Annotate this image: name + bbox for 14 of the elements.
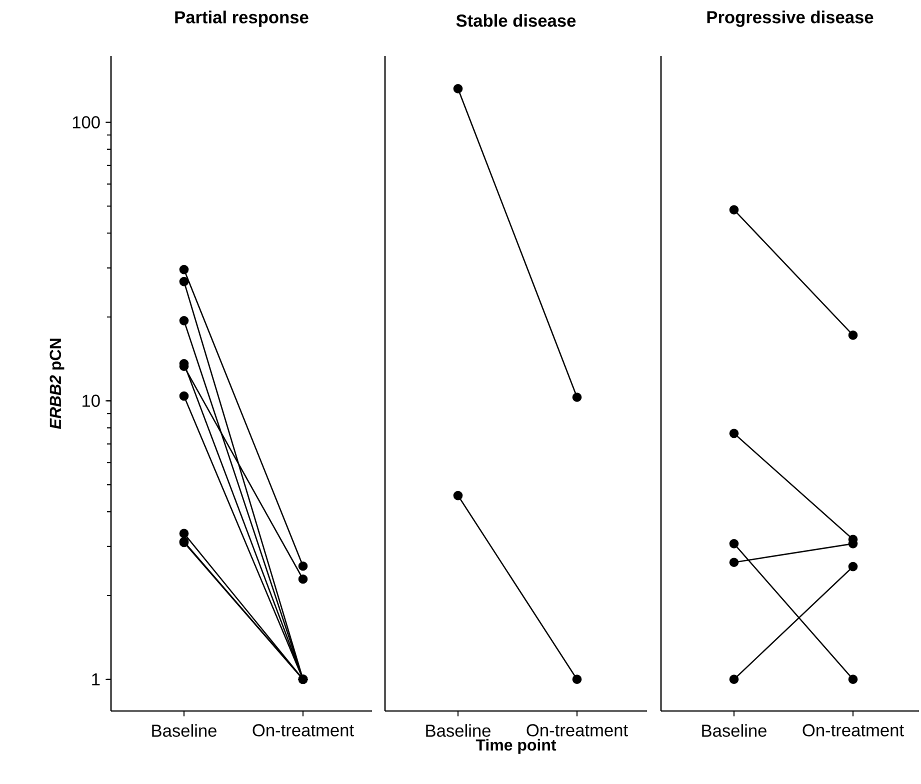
x-tick-label: On-treatment [526,724,628,736]
chart-title: Stable disease [456,14,576,27]
chart-title: Partial response [175,10,308,27]
x-axis-title: Time point [476,738,556,754]
chart-title: Progressive disease [707,10,874,27]
x-tick-label: On-treatment [802,724,904,736]
y-tick-label: 1 [92,673,100,686]
y-axis-title: ERBB2 pCN [50,338,64,429]
x-tick-label: Baseline [426,724,490,737]
x-tick-label: Baseline [152,724,216,737]
y-tick-label: 100 [72,116,100,128]
x-tick-label: Baseline [702,724,766,737]
y-tick-label: 10 [82,394,100,407]
x-tick-label: On-treatment [252,724,354,736]
